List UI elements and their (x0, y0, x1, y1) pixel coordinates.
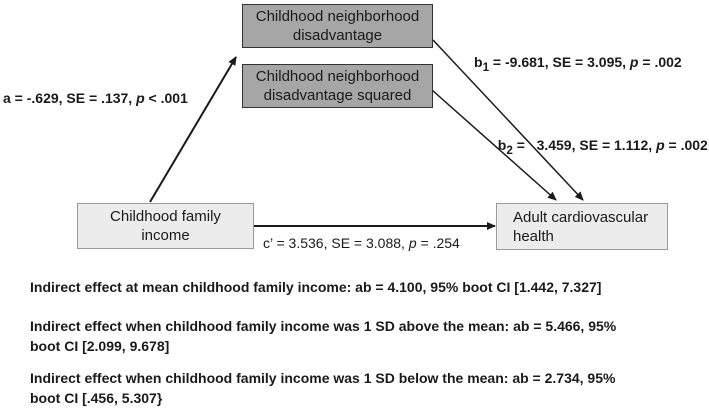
p-symbol: p (408, 235, 417, 251)
node-neighborhood-disadvantage-squared: Childhood neighborhood disadvantage squar… (242, 64, 433, 108)
path-c-prime-label: c’ = 3.536, SE = 3.088, p = .254 (263, 235, 460, 251)
effect-line: boot CI [2.099, 9.678] (30, 338, 170, 354)
arrow-a (149, 56, 237, 203)
node-label-line1: Adult cardiovascular (513, 208, 649, 226)
node-adult-cardiovascular-health: Adult cardiovascular health (496, 203, 668, 250)
node-label-line2: disadvantage (292, 27, 383, 44)
p-symbol: p (656, 137, 665, 153)
path-b1-pvalue: = .002 (638, 54, 682, 70)
p-symbol: p (629, 54, 639, 70)
node-label-line1: Childhood neighborhood (255, 68, 420, 85)
node-neighborhood-disadvantage: Childhood neighborhood disadvantage (242, 4, 433, 48)
p-symbol: p (136, 90, 145, 106)
b2-symbol: b (497, 137, 507, 153)
path-b1-stats: = -9.681, SE = 3.095, (489, 54, 630, 70)
path-c-prime-stats: c’ = 3.536, SE = 3.088, (263, 235, 409, 251)
path-a-label: a = -.629, SE = .137, p < .001 (3, 90, 188, 106)
effect-line: Indirect effect at mean childhood family… (30, 279, 602, 295)
node-label-line1: Childhood neighborhood (255, 8, 420, 25)
node-label-line2: disadvantage squared (263, 87, 412, 104)
node-family-income: Childhood family income (77, 203, 254, 249)
effect-line: Indirect effect when childhood family in… (30, 318, 617, 334)
effect-line: Indirect effect when childhood family in… (30, 370, 616, 386)
b1-symbol: b (474, 54, 483, 70)
arrow-b1 (432, 39, 584, 201)
path-b1-label: b1 = -9.681, SE = 3.095, p = .002 (474, 54, 682, 74)
path-c-prime-pvalue: = .254 (416, 235, 460, 251)
path-b2-stats: = 3.459, SE = 1.112, (512, 137, 657, 153)
indirect-effect-mean: Indirect effect at mean childhood family… (30, 277, 601, 297)
b1-subscript: 1 (482, 60, 490, 74)
path-a-pvalue: < .001 (144, 90, 188, 106)
b2-subscript: 2 (506, 143, 513, 157)
indirect-effect-below-mean: Indirect effect when childhood family in… (30, 368, 615, 408)
path-b2-pvalue: = .002 (664, 137, 708, 153)
arrow-b2 (431, 89, 557, 201)
node-label-line2: health (513, 227, 554, 245)
node-label-line1: Childhood family (110, 208, 221, 225)
effect-line: boot CI [.456, 5.307} (30, 390, 163, 406)
node-label-line2: income (141, 227, 190, 244)
path-a-stats: a = -.629, SE = .137, (3, 90, 137, 106)
path-b2-label: b2 = 3.459, SE = 1.112, p = .002 (490, 121, 708, 157)
indirect-effect-above-mean: Indirect effect when childhood family in… (30, 316, 616, 356)
